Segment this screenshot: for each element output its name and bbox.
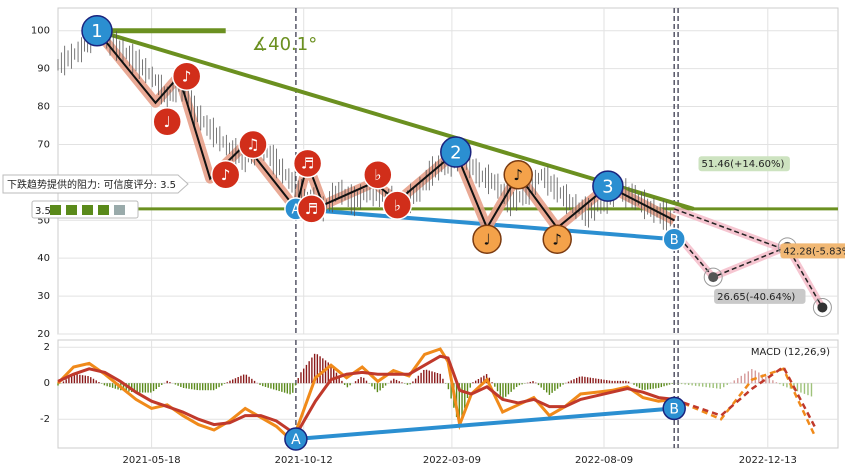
wave-marker-label: ♫: [246, 136, 259, 154]
price-y-tick-label: 90: [37, 64, 50, 75]
wave-marker: [503, 160, 533, 190]
callout-text: 下跌趋势提供的阻力: 可信度评分: 3.5: [7, 178, 176, 191]
wave-marker-label: ♬: [301, 155, 314, 173]
x-tick-label: 2022-08-09: [575, 455, 633, 466]
rating-label: 3.5: [35, 206, 51, 217]
forecast-annotation-label: 26.65(-40.64%): [717, 292, 795, 303]
macd-dea-line: [57, 354, 675, 434]
wave-marker-label: ♬: [305, 200, 318, 218]
forecast-target-dot: [817, 302, 828, 313]
wave-marker-label: ♪: [182, 67, 192, 85]
wave-marker-label: ♩: [483, 230, 490, 248]
price-panel: 203040506070809010051.46(+14.60%)42.28(-…: [31, 7, 845, 340]
wave-marker-label: ♭: [394, 196, 401, 214]
macd-y-tick-label: -2: [40, 414, 50, 425]
forecast-annotation-box: [714, 288, 806, 304]
macd-label: MACD (12,26,9): [751, 347, 830, 358]
forecast-annotation-box: [780, 243, 845, 259]
wave-marker: [238, 129, 268, 160]
price-y-tick-label: 50: [37, 215, 50, 226]
wave-marker: [363, 160, 393, 190]
price-y-tick-label: 20: [37, 329, 50, 340]
wave-marker: [440, 136, 472, 168]
macd-divergence-marker: [662, 396, 686, 421]
wave-marker: [592, 170, 624, 202]
wave-marker-label: 2: [450, 142, 461, 163]
wave-marker: [152, 106, 182, 137]
macd-y-tick-label: 2: [44, 342, 50, 353]
wave-marker: [81, 14, 113, 47]
wave-marker-label: ♪: [221, 166, 231, 184]
x-axis: 2021-05-18 2021-10-12 2022-03-09 2022-08-09…: [123, 455, 797, 466]
wave-marker: [382, 190, 413, 220]
wave-marker-label: A: [291, 202, 300, 217]
wave-marker-label: B: [670, 233, 679, 248]
price-y-tick-label: 70: [37, 139, 50, 150]
price-y-tick-label: 80: [37, 102, 50, 113]
callout-box: 下跌趋势提供的阻力: 可信度评分: 3.5 3.5: [2, 174, 189, 219]
macd-divergence-label: B: [669, 401, 679, 417]
wave-marker-label: ♪: [552, 230, 562, 248]
wave-zigzag-line: [96, 30, 675, 231]
macd-divergence-label: A: [291, 432, 301, 448]
wave-marker-label: 3: [602, 176, 613, 197]
wave-marker: [662, 227, 686, 251]
price-y-tick-label: 30: [37, 291, 50, 302]
forecast-target-dot: [708, 272, 719, 283]
overlay-annotations: ∡40.1° 下跌趋势提供的阻力: 可信度评分: 3.5 3.5: [2, 34, 317, 219]
angle-label: ∡40.1°: [252, 34, 317, 55]
price-y-tick-label: 100: [31, 26, 50, 37]
x-tick-label: 2021-10-12: [275, 455, 333, 466]
wave-marker: [296, 194, 327, 224]
x-tick-label: 2022-12-13: [739, 455, 797, 466]
forecast-line-upper: [673, 208, 788, 252]
macd-panel: -2 0 2 A B MACD (12,26,9): [40, 339, 839, 451]
macd-dif-forecast: [673, 367, 816, 436]
wave-marker-label: ♭: [374, 166, 381, 184]
rating-stars: [50, 205, 125, 215]
forecast-target-ring: [703, 267, 723, 287]
x-tick-label: 2022-03-09: [423, 455, 481, 466]
macd-divergence-marker: [284, 427, 308, 451]
wave-marker-label: 1: [91, 21, 102, 42]
macd-y-tick-label: 0: [44, 378, 50, 389]
wave-marker-label: ♩: [164, 113, 171, 131]
wave-marker: [542, 224, 572, 254]
x-tick-label: 2021-05-18: [123, 455, 181, 466]
macd-divergence-line: [295, 406, 675, 441]
wave-marker-label: ♪: [513, 166, 523, 184]
macd-dea-forecast: [673, 365, 816, 427]
forecast-annotation-label: 51.46(+14.60%): [702, 159, 785, 170]
wave-marker: [292, 148, 323, 179]
macd-plot-area: [57, 339, 839, 449]
wave-marker: [210, 160, 241, 190]
price-y-tick-label: 40: [37, 253, 50, 264]
wave-marker: [472, 224, 502, 254]
forecast-annotation-box: [698, 156, 790, 172]
forecast-target-ring: [812, 297, 832, 317]
wave-marker: [171, 61, 202, 91]
forecast-annotation-label: 42.28(-5.83%): [783, 246, 845, 257]
forecast-line: [673, 231, 824, 308]
